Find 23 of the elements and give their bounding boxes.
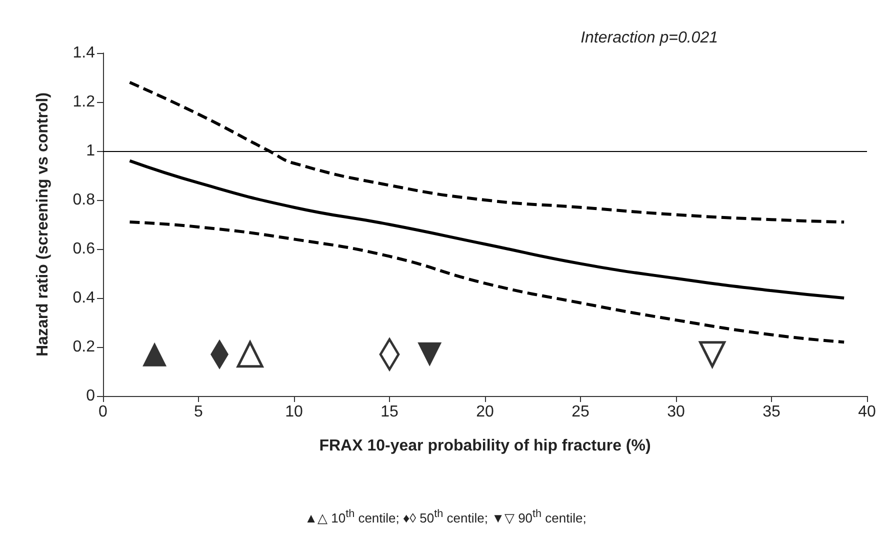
line-series [128, 159, 846, 300]
x-tick-label: 0 [98, 404, 108, 420]
y-tick-label: 0 [86, 388, 96, 404]
x-tick-label: 20 [476, 404, 494, 420]
x-tick-label: 30 [667, 404, 685, 420]
line-series [128, 220, 846, 344]
text: Interaction p=0.021 [580, 30, 718, 46]
y-tick-label: 0.8 [72, 192, 96, 208]
x-tick-label: 40 [858, 404, 876, 420]
x-tick-label: 15 [380, 404, 398, 420]
x-tick-label: 10 [285, 404, 303, 420]
x-axis-title: FRAX 10-year probability of hip fracture (%) [319, 438, 651, 454]
y-tick-label: 0.4 [72, 290, 96, 306]
y-tick-label: 1 [86, 142, 96, 160]
y-tick-label: 1.2 [72, 94, 96, 110]
x-tick-label: 35 [762, 404, 780, 420]
x-tick-label: 5 [194, 404, 204, 420]
x-tick-label: 25 [572, 404, 590, 420]
text: ▲△ 10$^{th}$ centile; ♦◊ 50$^{th}$ centile; ▼▽ 90$^{th}$ centile; [304, 508, 588, 526]
y-axis-title: Hazard ratio (screening vs control) [34, 92, 52, 357]
y-tick-label: 1.4 [72, 44, 96, 62]
y-tick-label: 0.6 [72, 240, 96, 258]
y-tick-label: 0.2 [72, 338, 96, 356]
